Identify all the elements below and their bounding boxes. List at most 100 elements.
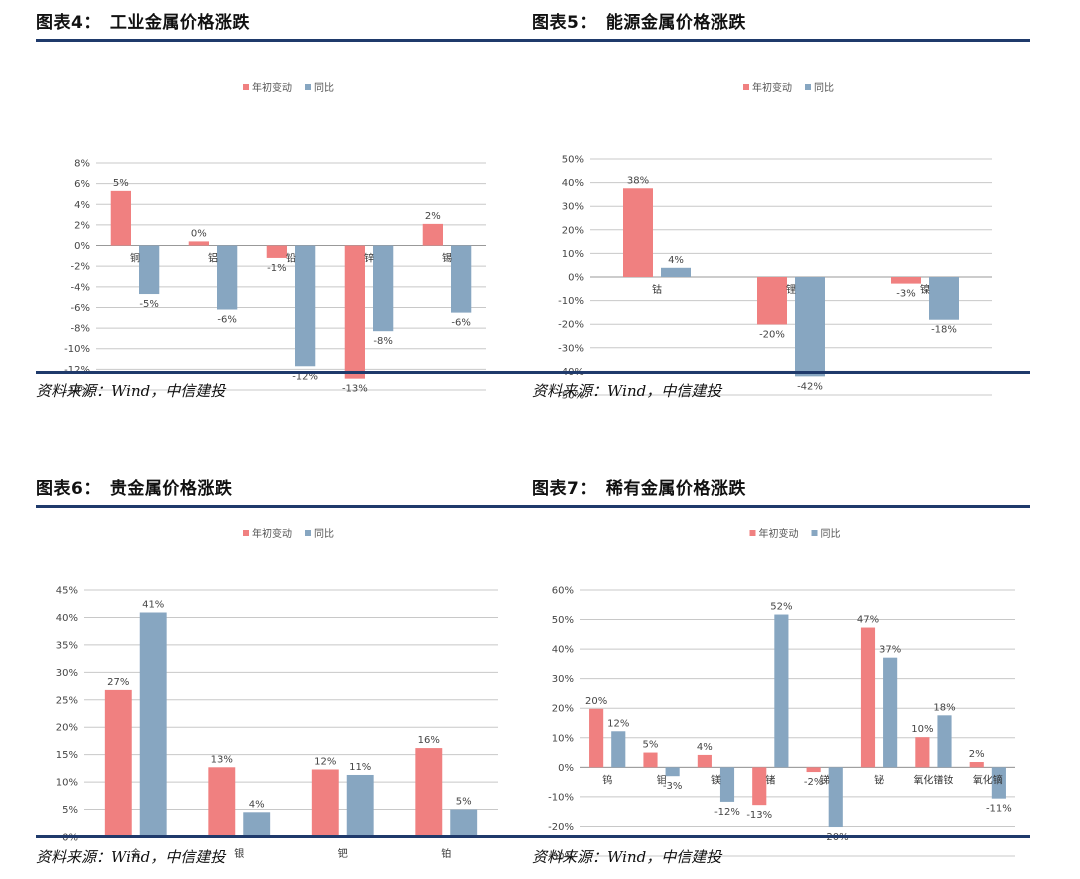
legend-swatch	[749, 530, 756, 536]
panel-title: 图表6： 贵金属价格涨跌	[36, 479, 233, 499]
data-label: -3%	[663, 781, 682, 792]
y-tick-label: -10%	[558, 296, 584, 307]
source-rule	[36, 371, 534, 374]
y-tick-label: 0%	[62, 833, 78, 844]
data-label: 41%	[142, 600, 164, 611]
category-label: 钼	[657, 773, 667, 786]
y-tick-label: 20%	[562, 225, 584, 236]
data-label: 12%	[314, 756, 336, 767]
y-tick-label: -50%	[558, 391, 584, 402]
bar	[883, 657, 898, 768]
legend-swatch	[811, 530, 818, 536]
bar	[991, 767, 1006, 799]
y-tick-label: 30%	[552, 674, 574, 685]
bar	[665, 767, 680, 777]
bar	[266, 245, 287, 258]
category-label: 锂	[786, 284, 796, 296]
bar	[752, 767, 767, 806]
category-label: 镍	[920, 283, 930, 296]
legend-swatch	[243, 84, 249, 90]
bar	[346, 774, 374, 837]
y-tick-label: 25%	[56, 695, 78, 706]
data-label: -13%	[342, 384, 368, 395]
bar	[208, 767, 236, 837]
y-tick-label: -12%	[64, 365, 90, 376]
bar	[937, 715, 952, 768]
data-label: 27%	[107, 677, 129, 688]
data-label: -12%	[292, 371, 318, 382]
legend-swatch	[805, 84, 811, 90]
y-tick-label: 40%	[562, 178, 584, 189]
bar	[450, 809, 478, 837]
y-tick-label: 50%	[552, 615, 574, 626]
y-tick-label: 10%	[56, 778, 78, 789]
y-tick-label: 45%	[56, 586, 78, 597]
y-tick-label: -20%	[548, 822, 574, 833]
source-note: 资料来源：Wind，中信建投	[532, 382, 722, 400]
legend: 年初变动 同比	[749, 527, 841, 540]
bar-chart: 年初变动同比50%40%30%20%10%0%-10%-20%-30%-40%-…	[558, 81, 992, 402]
bar	[643, 752, 658, 768]
y-tick-label: -14%	[64, 386, 90, 397]
y-tick-label: 30%	[56, 668, 78, 679]
data-label: -42%	[797, 381, 823, 392]
category-label: 锌	[364, 252, 374, 265]
data-label: -3%	[896, 289, 915, 300]
source-note: 资料来源：Wind，中信建投	[532, 848, 722, 866]
bar	[860, 627, 876, 768]
legend-swatch	[243, 530, 249, 536]
y-tick-label: -30%	[548, 852, 574, 863]
legend-label: 同比	[821, 528, 841, 540]
legend-label: 年初变动	[252, 527, 292, 540]
bar-chart: 年初变动 同比 45% 40% 35% 30% 25% 20% 15% 10% 5% 0% 27% 41%…	[56, 527, 498, 860]
y-tick-label: -20%	[558, 320, 584, 331]
y-tick-label: 8%	[74, 159, 90, 170]
bar	[217, 245, 238, 310]
y-tick-label: 5%	[62, 805, 78, 816]
legend-label: 同比	[814, 82, 834, 94]
category-label: 钴	[652, 284, 662, 296]
data-label: 47%	[857, 615, 879, 626]
data-label: -1%	[267, 263, 286, 274]
y-tick-label: 60%	[552, 586, 574, 597]
category-label: 钯	[338, 848, 348, 860]
data-label: 4%	[697, 742, 713, 753]
bar	[611, 731, 626, 768]
y-tick-label: 4%	[74, 200, 90, 211]
category-label: 镁	[711, 773, 721, 786]
bar	[422, 223, 443, 246]
y-tick-label: -4%	[71, 282, 90, 293]
bar	[774, 614, 789, 768]
bar	[373, 245, 394, 332]
legend-label: 年初变动	[752, 81, 792, 94]
data-label: 4%	[249, 799, 265, 810]
y-tick-label: 0%	[558, 763, 574, 774]
panel-title: 图表7： 稀有金属价格涨跌	[532, 479, 746, 499]
y-tick-label: 15%	[56, 750, 78, 761]
data-label: -11%	[986, 804, 1012, 815]
category-label: 铂	[441, 847, 451, 860]
data-label: -20%	[759, 329, 785, 340]
bar	[451, 245, 472, 313]
bar	[891, 277, 921, 284]
bar	[929, 277, 959, 320]
category-label: 锗	[765, 773, 775, 786]
category-label: 金	[131, 847, 141, 860]
data-label: 10%	[911, 724, 933, 735]
y-tick-label: -6%	[71, 303, 90, 314]
category-label: 铝	[208, 253, 218, 265]
data-label: 37%	[879, 645, 901, 656]
title-rule	[532, 505, 1030, 508]
y-tick-label: -2%	[71, 262, 90, 273]
category-label: 铋	[874, 773, 884, 786]
y-tick-label: 10%	[562, 249, 584, 260]
data-label: 5%	[643, 740, 659, 751]
data-label: 11%	[349, 762, 371, 773]
bar	[139, 612, 167, 837]
data-label: 38%	[627, 175, 649, 186]
bar	[589, 708, 604, 768]
category-label: 氧化镨钕	[913, 773, 953, 786]
data-label: 18%	[933, 702, 955, 713]
y-tick-label: 40%	[56, 613, 78, 624]
data-label: -12%	[714, 807, 740, 818]
